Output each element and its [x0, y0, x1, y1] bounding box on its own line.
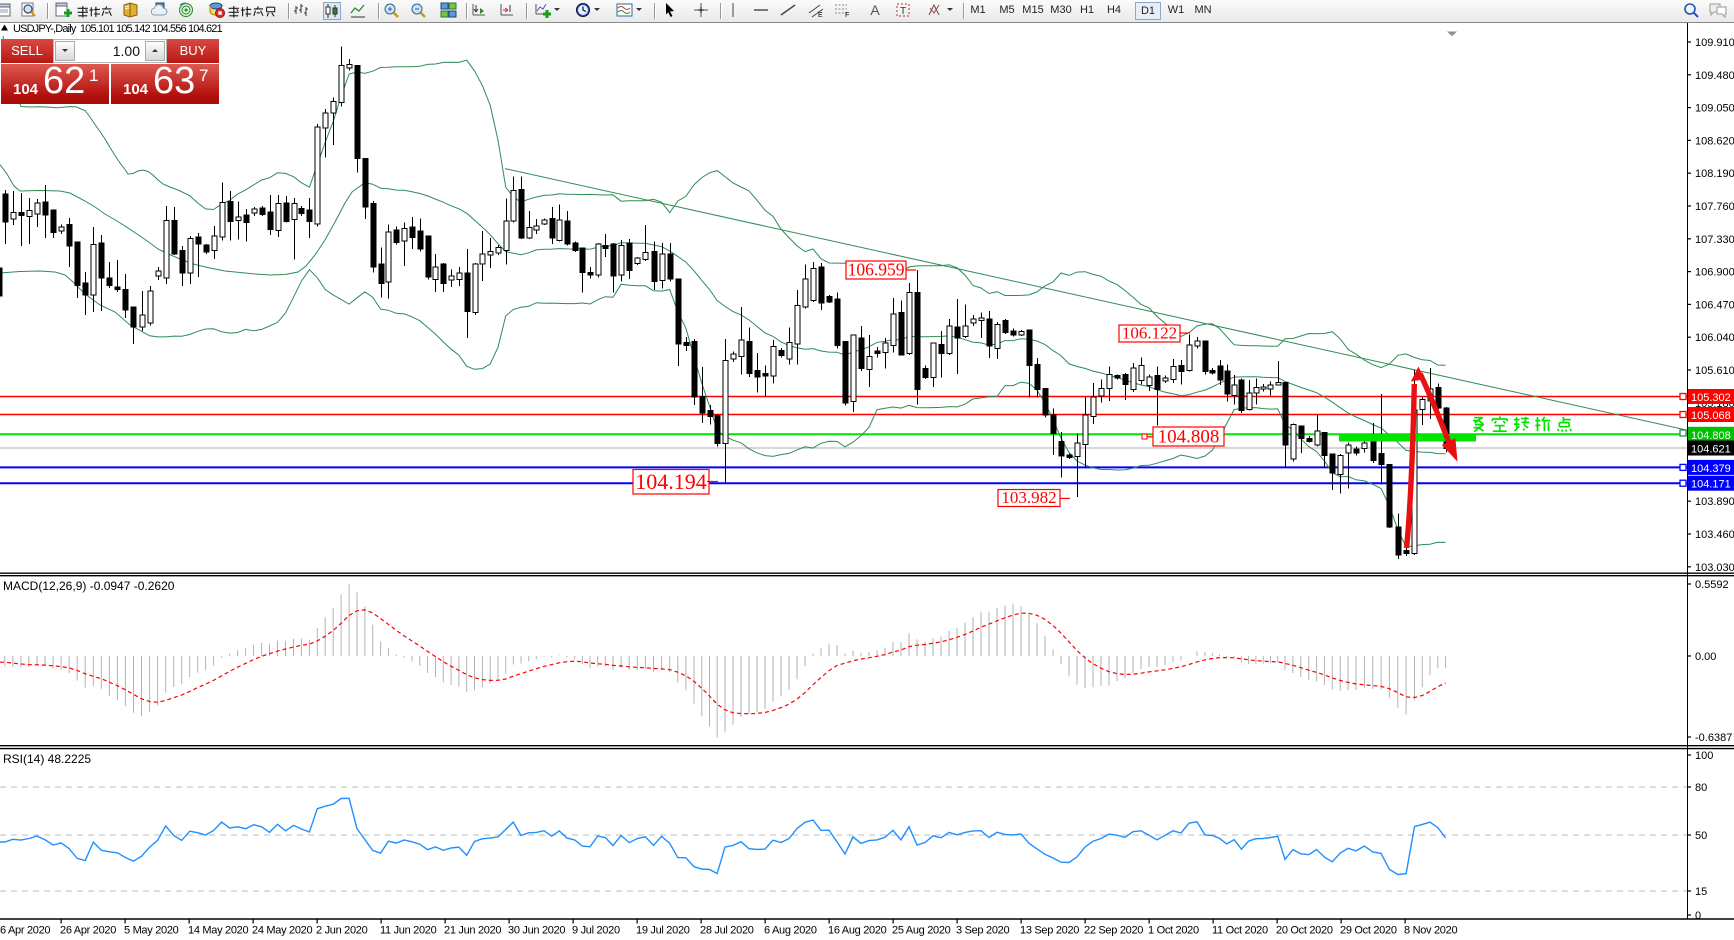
svg-text:109.910: 109.910 — [1695, 37, 1734, 49]
svg-text:MACD(12,26,9) -0.0947 -0.2620: MACD(12,26,9) -0.0947 -0.2620 — [3, 579, 175, 593]
svg-text:22 Sep 2020: 22 Sep 2020 — [1084, 925, 1143, 937]
svg-text:USDJPY-,Daily 105.101 105.142: USDJPY-,Daily 105.101 105.142 104.556 10… — [13, 23, 223, 35]
svg-text:6 Apr 2020: 6 Apr 2020 — [0, 925, 50, 937]
svg-text:105.302: 105.302 — [1691, 392, 1731, 404]
svg-text:104.379: 104.379 — [1691, 463, 1731, 475]
svg-text:2 Jun 2020: 2 Jun 2020 — [316, 925, 368, 937]
svg-text:T: T — [900, 6, 906, 17]
svg-text:3 Sep 2020: 3 Sep 2020 — [956, 925, 1009, 937]
svg-text:106.900: 106.900 — [1695, 267, 1734, 279]
svg-text:6 Aug 2020: 6 Aug 2020 — [764, 925, 817, 937]
svg-text:26 Apr 2020: 26 Apr 2020 — [60, 925, 116, 937]
svg-text:28 Jul 2020: 28 Jul 2020 — [700, 925, 754, 937]
svg-text:103.890: 103.890 — [1695, 496, 1734, 508]
svg-text:104.621: 104.621 — [1691, 444, 1731, 456]
svg-text:106.040: 106.040 — [1695, 332, 1734, 344]
svg-text:13 Sep 2020: 13 Sep 2020 — [1020, 925, 1079, 937]
svg-text:29 Oct 2020: 29 Oct 2020 — [1340, 925, 1397, 937]
svg-text:1 Oct 2020: 1 Oct 2020 — [1148, 925, 1199, 937]
svg-text:11 Oct 2020: 11 Oct 2020 — [1212, 925, 1268, 937]
svg-text:109.480: 109.480 — [1695, 70, 1734, 82]
svg-text:9 Jul 2020: 9 Jul 2020 — [572, 925, 620, 937]
svg-text:16 Aug 2020: 16 Aug 2020 — [828, 925, 887, 937]
svg-text:106.122: 106.122 — [1122, 324, 1177, 343]
svg-text:104.808: 104.808 — [1158, 427, 1220, 448]
svg-text:-0.6387: -0.6387 — [1695, 732, 1732, 744]
svg-text:F: F — [845, 12, 849, 18]
svg-text:14 May 2020: 14 May 2020 — [188, 925, 248, 937]
svg-text:108.620: 108.620 — [1695, 135, 1734, 147]
svg-text:0: 0 — [1695, 910, 1701, 922]
svg-text:15: 15 — [1695, 886, 1707, 898]
svg-text:104.171: 104.171 — [1691, 479, 1731, 491]
svg-text:20 Oct 2020: 20 Oct 2020 — [1276, 925, 1333, 937]
svg-text:100: 100 — [1695, 750, 1713, 762]
svg-text:104.808: 104.808 — [1691, 430, 1731, 442]
svg-text:107.330: 107.330 — [1695, 234, 1734, 246]
svg-text:103.982: 103.982 — [1001, 488, 1056, 507]
svg-text:106.959: 106.959 — [848, 260, 905, 280]
svg-text:103.460: 103.460 — [1695, 529, 1734, 541]
svg-text:30 Jun 2020: 30 Jun 2020 — [508, 925, 565, 937]
svg-text:19 Jul 2020: 19 Jul 2020 — [636, 925, 690, 937]
svg-text:0.00: 0.00 — [1695, 651, 1716, 663]
svg-text:103.030: 103.030 — [1695, 562, 1734, 574]
svg-text:RSI(14) 48.2225: RSI(14) 48.2225 — [3, 752, 91, 766]
svg-text:21 Jun 2020: 21 Jun 2020 — [444, 925, 501, 937]
svg-text:50: 50 — [1695, 830, 1707, 842]
svg-text:5 May 2020: 5 May 2020 — [124, 925, 179, 937]
svg-text:107.760: 107.760 — [1695, 201, 1734, 213]
svg-text:0.5592: 0.5592 — [1695, 579, 1729, 591]
svg-text:105.610: 105.610 — [1695, 365, 1734, 377]
svg-text:108.190: 108.190 — [1695, 168, 1734, 180]
svg-text:8 Nov 2020: 8 Nov 2020 — [1404, 925, 1457, 937]
svg-text:25 Aug 2020: 25 Aug 2020 — [892, 925, 951, 937]
svg-text:105.068: 105.068 — [1691, 410, 1731, 422]
svg-text:104.194: 104.194 — [635, 469, 707, 494]
svg-text:106.470: 106.470 — [1695, 299, 1734, 311]
svg-text:109.050: 109.050 — [1695, 103, 1734, 115]
svg-text:80: 80 — [1695, 782, 1707, 794]
svg-text:11 Jun 2020: 11 Jun 2020 — [380, 925, 437, 937]
svg-text:E: E — [818, 12, 823, 18]
svg-text:24 May 2020: 24 May 2020 — [252, 925, 312, 937]
